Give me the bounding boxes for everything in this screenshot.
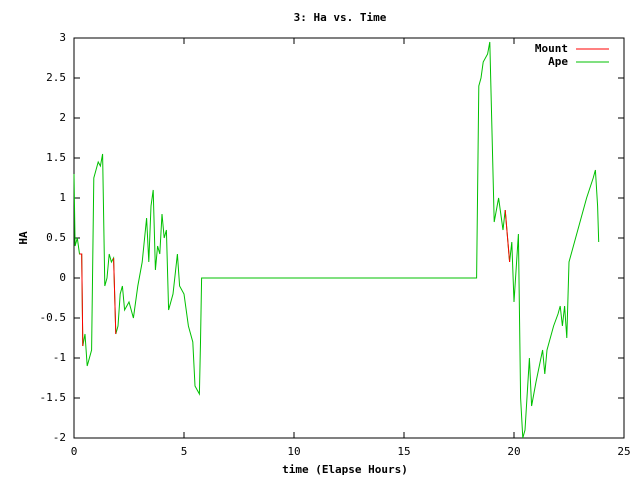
- y-tick-label: 2.5: [46, 71, 66, 84]
- chart-title: 3: Ha vs. Time: [294, 11, 387, 24]
- x-tick-label: 20: [507, 445, 520, 458]
- y-tick-label: 3: [59, 31, 66, 44]
- y-tick-label: 0: [59, 271, 66, 284]
- series-line: [79, 209, 511, 347]
- x-axis-label: time (Elapse Hours): [282, 463, 408, 476]
- y-tick-label: -0.5: [40, 311, 67, 324]
- x-tick-label: 25: [617, 445, 630, 458]
- x-tick-label: 5: [181, 445, 188, 458]
- y-tick-label: 2: [59, 111, 66, 124]
- series-line: [73, 41, 600, 439]
- plot-frame: [73, 37, 625, 439]
- legend-label: Ape: [548, 55, 568, 68]
- y-tick-label: -2: [53, 431, 66, 444]
- y-tick-label: -1: [53, 351, 66, 364]
- y-tick-label: 1.5: [46, 151, 66, 164]
- legend-label: Mount: [535, 42, 568, 55]
- x-tick-label: 15: [397, 445, 410, 458]
- y-tick-label: -1.5: [40, 391, 67, 404]
- x-tick-label: 10: [287, 445, 300, 458]
- y-tick-label: 1: [59, 191, 66, 204]
- y-tick-label: 0.5: [46, 231, 66, 244]
- x-tick-label: 0: [71, 445, 78, 458]
- y-axis-label: HA: [17, 231, 30, 245]
